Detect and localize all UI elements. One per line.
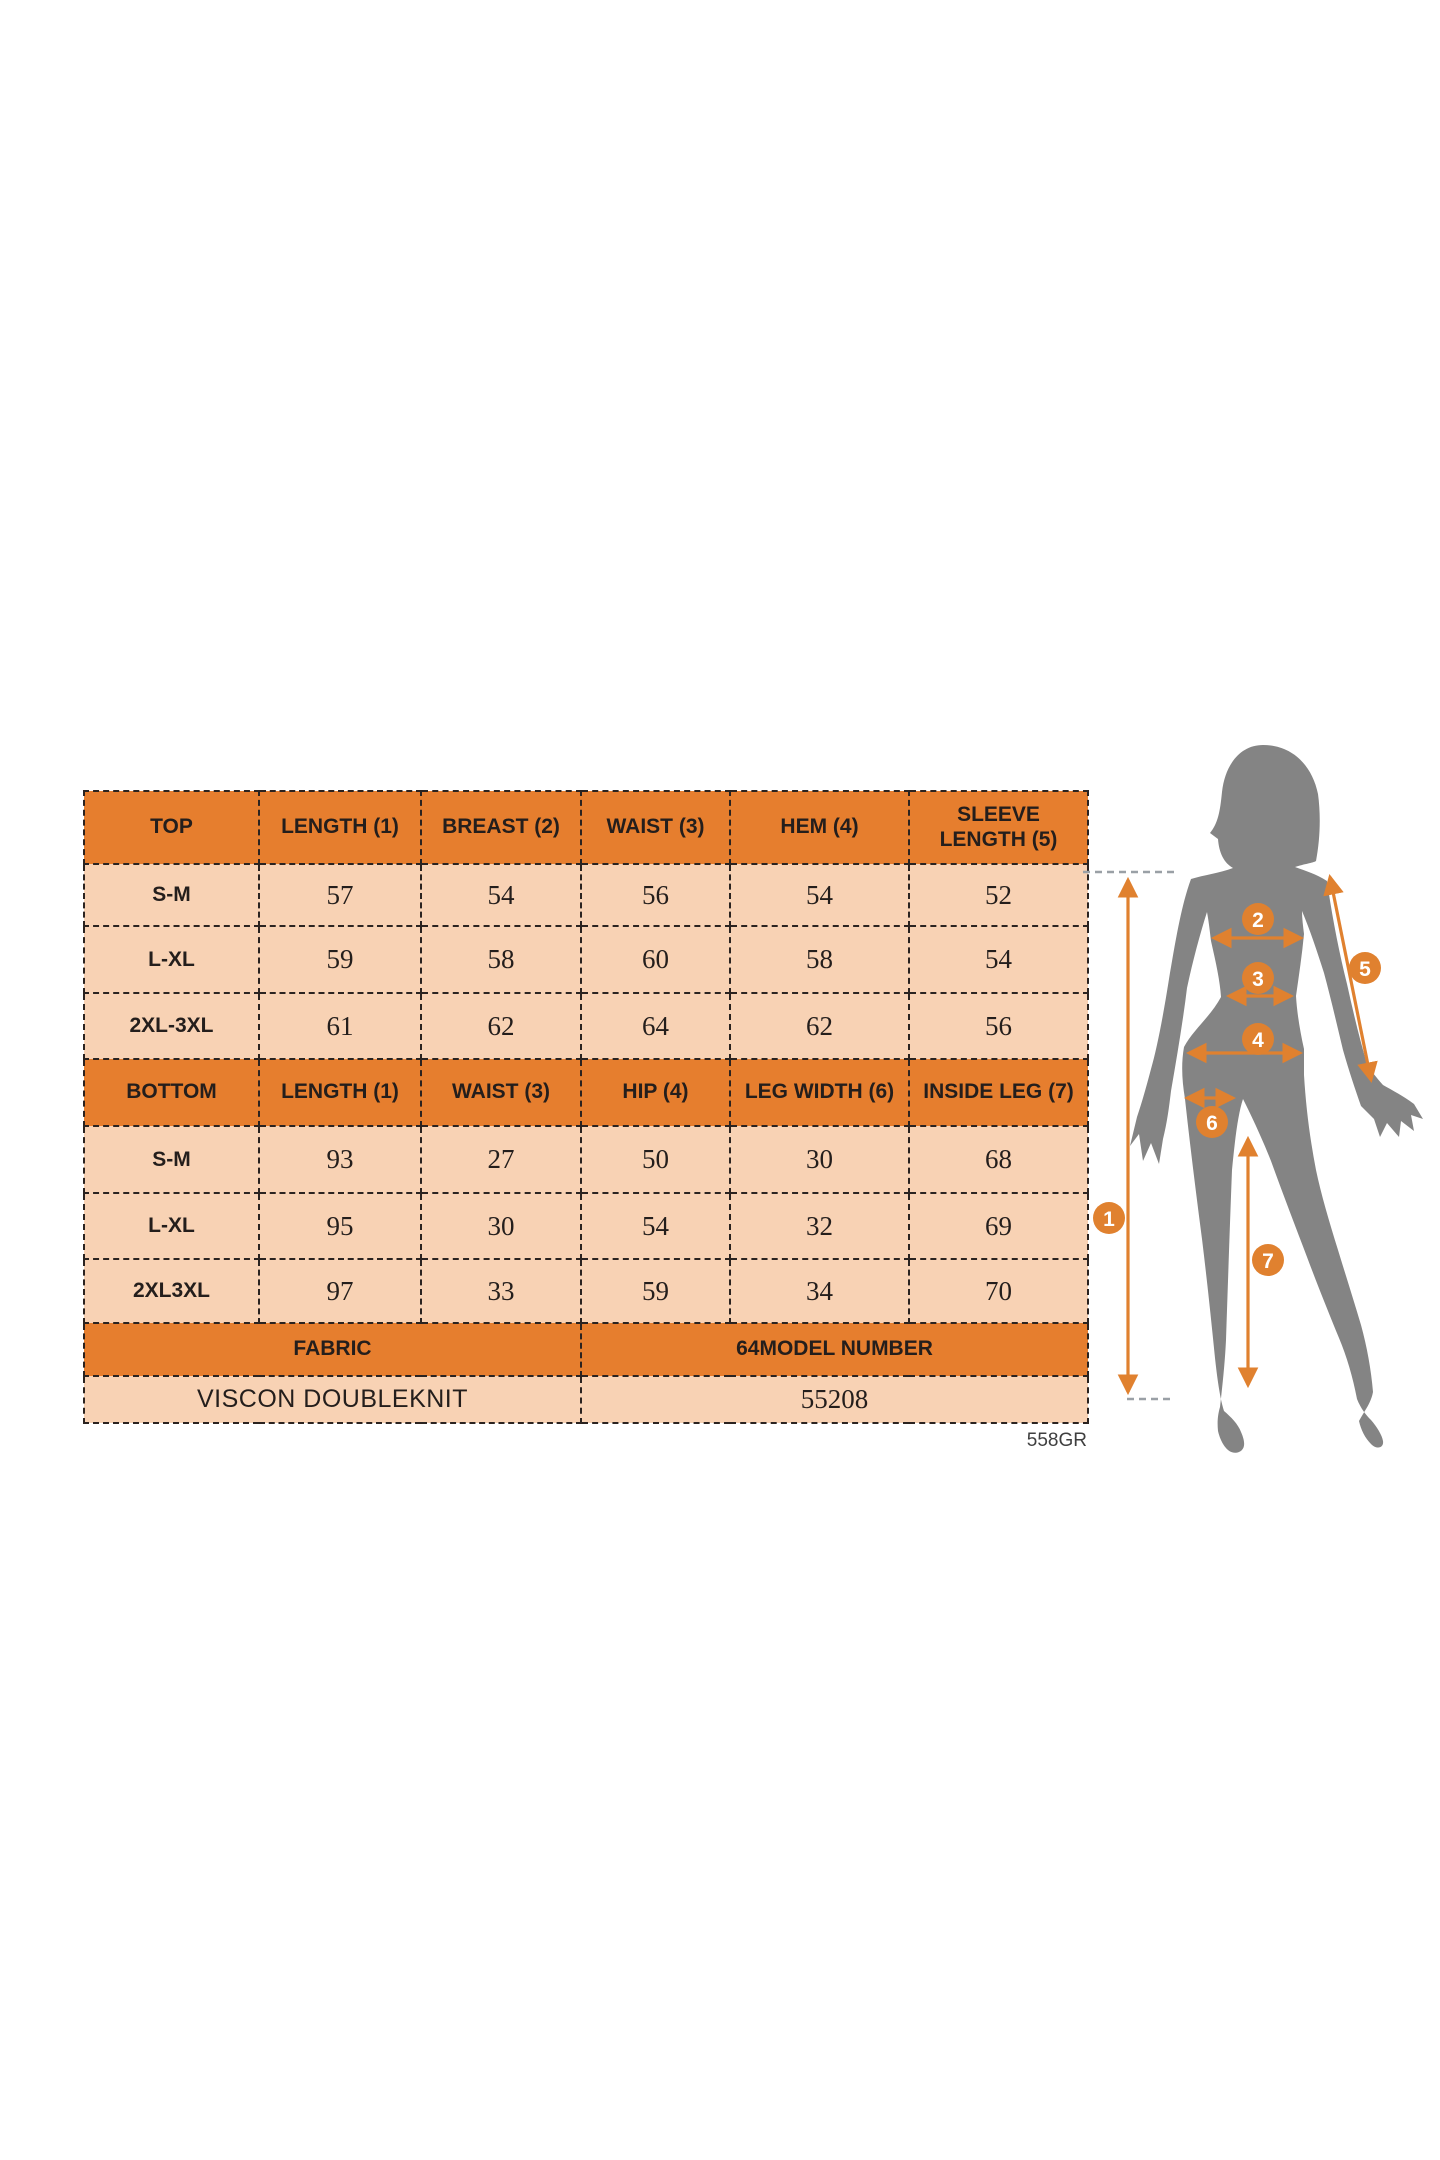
value-cell: 50 [580,1125,731,1194]
value-cell: 64 [580,992,731,1060]
marker-5: 5 [1349,952,1381,984]
value-cell: 54 [420,863,582,927]
marker-7: 7 [1252,1244,1284,1276]
value-cell: 32 [729,1192,910,1260]
fabric-value: VISCON DOUBLEKNIT [83,1375,582,1424]
column-header: LENGTH (1) [258,790,422,865]
bottom-section-label: BOTTOM [83,1058,260,1127]
size-chart-table: TOP LENGTH (1) BREAST (2) WAIST (3) HEM … [83,790,1089,1424]
value-cell: 56 [908,992,1089,1060]
size-label-cell: 2XL-3XL [83,992,260,1060]
column-header: WAIST (3) [420,1058,582,1127]
value-cell: 58 [420,925,582,994]
marker-1: 1 [1093,1202,1125,1234]
value-cell: 59 [580,1258,731,1324]
svg-text:6: 6 [1206,1112,1218,1135]
model-number-header: 64MODEL NUMBER [580,1322,1089,1377]
top-header-row: TOP LENGTH (1) BREAST (2) WAIST (3) HEM … [83,790,1089,865]
column-header: HEM (4) [729,790,910,865]
svg-text:2: 2 [1252,909,1264,932]
info-value-row: VISCON DOUBLEKNIT 55208 [83,1375,1089,1424]
size-label-cell: S-M [83,863,260,927]
table-row: L-XL 59 58 60 58 54 [83,925,1089,994]
bottom-header-row: BOTTOM LENGTH (1) WAIST (3) HIP (4) LEG … [83,1058,1089,1127]
value-cell: 61 [258,992,422,1060]
column-header: INSIDE LEG (7) [908,1058,1089,1127]
column-header: LENGTH (1) [258,1058,422,1127]
size-label-cell: 2XL3XL [83,1258,260,1324]
value-cell: 97 [258,1258,422,1324]
svg-text:5: 5 [1359,958,1371,981]
value-cell: 33 [420,1258,582,1324]
value-cell: 60 [580,925,731,994]
column-header: BREAST (2) [420,790,582,865]
value-cell: 54 [908,925,1089,994]
marker-6: 6 [1196,1106,1228,1138]
measurement-figure: 1 2 3 4 5 6 7 [1083,745,1423,1453]
value-cell: 27 [420,1125,582,1194]
measure-arrow-sleeve [1323,873,1378,1084]
value-cell: 59 [258,925,422,994]
value-cell: 93 [258,1125,422,1194]
value-cell: 30 [729,1125,910,1194]
fabric-header: FABRIC [83,1322,582,1377]
column-header: WAIST (3) [580,790,731,865]
value-cell: 68 [908,1125,1089,1194]
value-cell: 70 [908,1258,1089,1324]
table-row: 2XL-3XL 61 62 64 62 56 [83,992,1089,1060]
size-label-cell: L-XL [83,1192,260,1260]
column-header: HIP (4) [580,1058,731,1127]
value-cell: 54 [580,1192,731,1260]
style-code-label: 558GR [1026,1430,1087,1451]
table-row: S-M 93 27 50 30 68 [83,1125,1089,1194]
value-cell: 69 [908,1192,1089,1260]
svg-text:3: 3 [1252,968,1264,991]
svg-text:7: 7 [1262,1250,1274,1273]
value-cell: 62 [729,992,910,1060]
marker-3: 3 [1242,962,1274,994]
table-row: L-XL 95 30 54 32 69 [83,1192,1089,1260]
value-cell: 57 [258,863,422,927]
column-header: LEG WIDTH (6) [729,1058,910,1127]
size-label-cell: S-M [83,1125,260,1194]
svg-text:1: 1 [1103,1208,1115,1231]
table-row: 2XL3XL 97 33 59 34 70 [83,1258,1089,1324]
value-cell: 30 [420,1192,582,1260]
value-cell: 95 [258,1192,422,1260]
marker-2: 2 [1242,903,1274,935]
value-cell: 52 [908,863,1089,927]
value-cell: 58 [729,925,910,994]
value-cell: 56 [580,863,731,927]
woman-silhouette-graphic [1130,745,1423,1453]
marker-4: 4 [1242,1023,1274,1055]
top-section-label: TOP [83,790,260,865]
value-cell: 62 [420,992,582,1060]
size-label-cell: L-XL [83,925,260,994]
column-header: SLEEVE LENGTH (5) [908,790,1089,865]
info-header-row: FABRIC 64MODEL NUMBER [83,1322,1089,1377]
table-row: S-M 57 54 56 54 52 [83,863,1089,927]
svg-text:4: 4 [1252,1029,1264,1052]
model-number-value: 55208 [580,1375,1089,1424]
value-cell: 54 [729,863,910,927]
value-cell: 34 [729,1258,910,1324]
